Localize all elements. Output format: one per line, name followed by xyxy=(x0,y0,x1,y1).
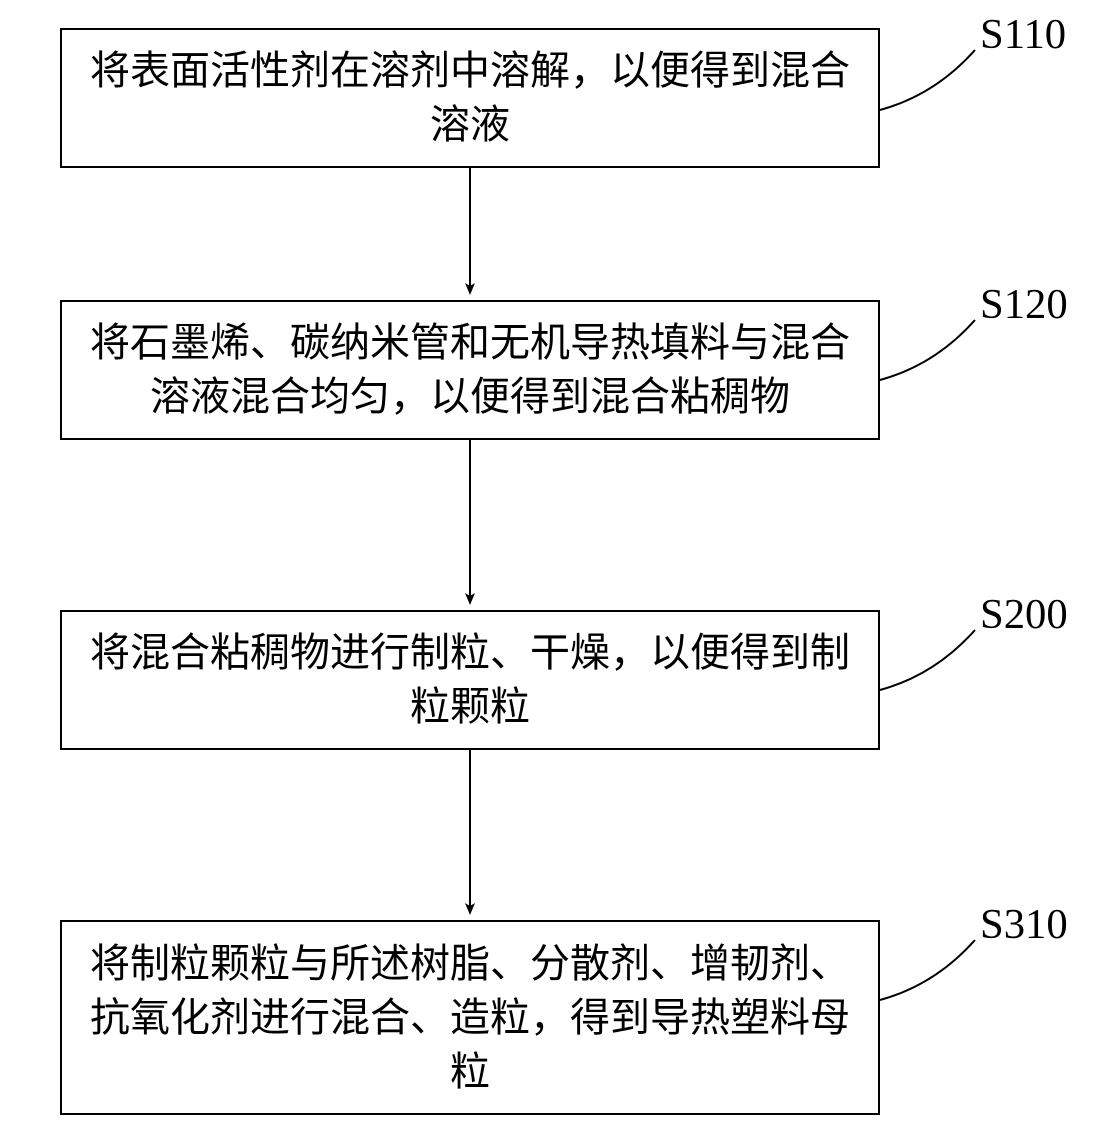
step-box-s120: 将石墨烯、碳纳米管和无机导热填料与混合溶液混合均匀，以便得到混合粘稠物 xyxy=(60,300,880,440)
step-label-s310: S310 xyxy=(980,900,1068,949)
step-box-s110: 将表面活性剂在溶剂中溶解，以便得到混合溶液 xyxy=(60,28,880,168)
step-box-s310: 将制粒颗粒与所述树脂、分散剂、增韧剂、抗氧化剂进行混合、造粒，得到导热塑料母粒 xyxy=(60,920,880,1115)
step-text-s310: 将制粒颗粒与所述树脂、分散剂、增韧剂、抗氧化剂进行混合、造粒，得到导热塑料母粒 xyxy=(86,937,854,1099)
step-text-s200: 将混合粘稠物进行制粒、干燥，以便得到制粒颗粒 xyxy=(86,626,854,734)
step-text-s120: 将石墨烯、碳纳米管和无机导热填料与混合溶液混合均匀，以便得到混合粘稠物 xyxy=(86,316,854,424)
step-label-s120: S120 xyxy=(980,280,1068,329)
step-label-s200: S200 xyxy=(980,590,1068,639)
step-box-s200: 将混合粘稠物进行制粒、干燥，以便得到制粒颗粒 xyxy=(60,610,880,750)
step-text-s110: 将表面活性剂在溶剂中溶解，以便得到混合溶液 xyxy=(86,44,854,152)
flowchart-canvas: 将表面活性剂在溶剂中溶解，以便得到混合溶液 S110 将石墨烯、碳纳米管和无机导… xyxy=(0,0,1111,1144)
step-label-s110: S110 xyxy=(980,10,1066,59)
